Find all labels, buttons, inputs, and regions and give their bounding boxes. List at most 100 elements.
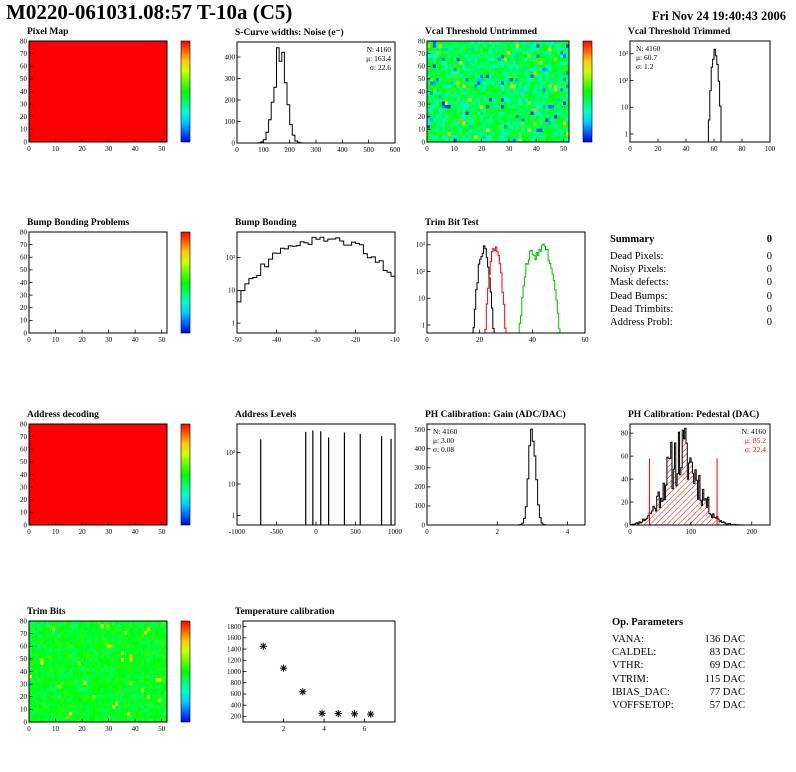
vcal-untrimmed-panel: Vcal Threshold Untrimmed 0 10 20 30 40 50 0 10 2… [403,27,603,158]
svg-text:40: 40 [132,528,140,536]
svg-text:400: 400 [415,445,426,453]
svg-text:200: 200 [284,146,295,154]
svg-text:4: 4 [322,725,326,733]
address-levels-panel: Address Levels -1000 -500 0 500 1000 1 10 10² [213,410,403,541]
param-row: CALDEL: 83 DAC [612,646,745,659]
svg-text:10²: 10² [226,449,235,457]
svg-text:200: 200 [746,528,757,536]
svg-text:200: 200 [225,96,236,104]
svg-text:30: 30 [105,528,113,536]
svg-text:10: 10 [418,126,426,134]
svg-text:10³: 10³ [416,241,425,249]
svg-text:10²: 10² [619,77,628,85]
svg-text:6: 6 [363,725,367,733]
svg-text:30: 30 [20,483,28,491]
svg-text:10: 10 [20,509,28,517]
summary-block: Summary 0 Dead Pixels: 0 Noisy Pixels: 0 Mas… [610,234,772,329]
param-label: VANA: [612,634,644,645]
op-parameters-block: Op. Parameters VANA: 136 DAC CALDEL: 83 DAC… [612,617,745,712]
svg-text:50: 50 [158,725,166,733]
svg-text:1000: 1000 [227,668,242,676]
summary-title: Summary [610,234,655,245]
bump-problems-panel: Bump Bonding Problems 0 10 20 30 40 50 0 10 20 30… [5,218,201,349]
svg-text:0: 0 [24,329,28,337]
address-levels-chart: -1000 -500 0 500 1000 1 10 10² [213,421,403,541]
svg-text:20: 20 [476,336,484,344]
svg-text:-1000: -1000 [229,528,246,536]
svg-text:0: 0 [425,336,429,344]
svg-text:30: 30 [505,145,513,153]
bump-bonding-panel: Bump Bonding -50 -40 -30 -20 -10 1 10 10² [213,218,403,349]
svg-text:30: 30 [418,100,426,108]
svg-text:μ: 85.2: μ: 85.2 [745,436,766,445]
svg-text:-40: -40 [272,336,282,344]
param-label: Dead Pixels: [610,251,664,262]
svg-text:50: 50 [158,145,166,153]
param-label: Dead Bumps: [610,290,668,302]
trim-bit-test-chart: 0 20 40 60 1 10 10² 10³ [403,229,593,349]
svg-text:1: 1 [422,321,426,329]
svg-text:500: 500 [363,146,374,154]
svg-text:40: 40 [20,471,28,479]
svg-text:400: 400 [231,701,242,709]
svg-text:4: 4 [566,528,570,536]
svg-text:20: 20 [20,693,28,701]
svg-text:0: 0 [235,146,239,154]
param-row: Mask defects: 0 [610,276,772,289]
op-parameters-rows: VANA: 136 DAC CALDEL: 83 DAC VTHR: 69 DAC VTRI… [612,633,745,712]
svg-text:σ: 22.4: σ: 22.4 [745,445,766,454]
svg-text:10: 10 [228,480,236,488]
svg-text:N: 4160: N: 4160 [636,44,661,53]
svg-text:100: 100 [225,118,236,126]
svg-text:0: 0 [628,528,632,536]
svg-text:40: 40 [20,88,28,96]
svg-text:80: 80 [20,38,28,45]
svg-text:80: 80 [20,229,28,236]
svg-text:20: 20 [621,498,629,506]
ph-pedestal-panel: PH Calibration: Pedestal (DAC) 0 100 200 0 2… [606,410,778,541]
svg-text:2: 2 [282,725,286,733]
svg-text:70: 70 [20,50,28,58]
svg-text:40: 40 [132,145,140,153]
svg-text:10: 10 [621,104,629,112]
param-value: 0 [766,303,772,315]
svg-text:10: 10 [20,126,28,134]
svg-text:80: 80 [20,421,28,428]
svg-text:-500: -500 [270,528,283,536]
param-row: Dead Trimbits: 0 [610,303,772,316]
param-value: 136 DAC [704,634,745,645]
trim-bits-chart: 0 10 20 30 40 50 0 10 20 30 40 50 60 70 80 [5,618,201,738]
svg-text:100: 100 [415,502,426,510]
address-levels-title: Address Levels [235,410,297,420]
svg-text:10: 10 [451,145,459,153]
svg-text:50: 50 [158,336,166,344]
param-label: Noisy Pixels: [610,264,667,276]
svg-text:30: 30 [20,291,28,299]
param-value: 77 DAC [709,686,745,698]
svg-text:100: 100 [686,528,697,536]
svg-text:70: 70 [20,241,28,249]
vcal-trimmed-chart: 0 20 40 60 80 100 1 10 10² 10³ N: 4160 μ: 60.7 σ: 1.… [606,38,778,158]
trim-bits-panel: Trim Bits 0 10 20 30 40 50 0 10 20 30 40 50 60 70 80 [5,607,201,738]
param-label: CALDEL: [612,647,657,659]
svg-text:0: 0 [232,139,236,147]
timestamp: Fri Nov 24 19:40:43 2006 [651,9,786,23]
param-value: 0 [766,264,772,276]
svg-text:1000: 1000 [388,528,403,536]
svg-text:0: 0 [27,145,31,153]
svg-text:20: 20 [655,145,663,153]
svg-text:300: 300 [311,146,322,154]
param-row: IBIAS_DAC: 77 DAC [612,686,745,699]
svg-text:0: 0 [628,145,632,153]
param-row: Dead Pixels: 0 [610,250,772,263]
bump-problems-chart: 0 10 20 30 40 50 0 10 20 30 40 50 60 70 80 [5,229,201,349]
address-decoding-chart: 0 10 20 30 40 50 0 10 20 30 40 50 60 70 80 [5,421,201,541]
svg-text:10: 10 [418,295,426,303]
svg-text:10: 10 [52,336,60,344]
scurve-noise-panel: S-Curve widths: Noise (e⁻) 0 100 200 300 400… [213,27,403,159]
svg-text:1: 1 [232,319,236,327]
svg-text:N: 4160: N: 4160 [742,427,767,436]
vcal-trimmed-panel: Vcal Threshold Trimmed 0 20 40 60 80 100 1 10 10… [606,27,778,158]
svg-text:0: 0 [422,521,426,529]
param-row: Address Probl: 0 [610,316,772,329]
